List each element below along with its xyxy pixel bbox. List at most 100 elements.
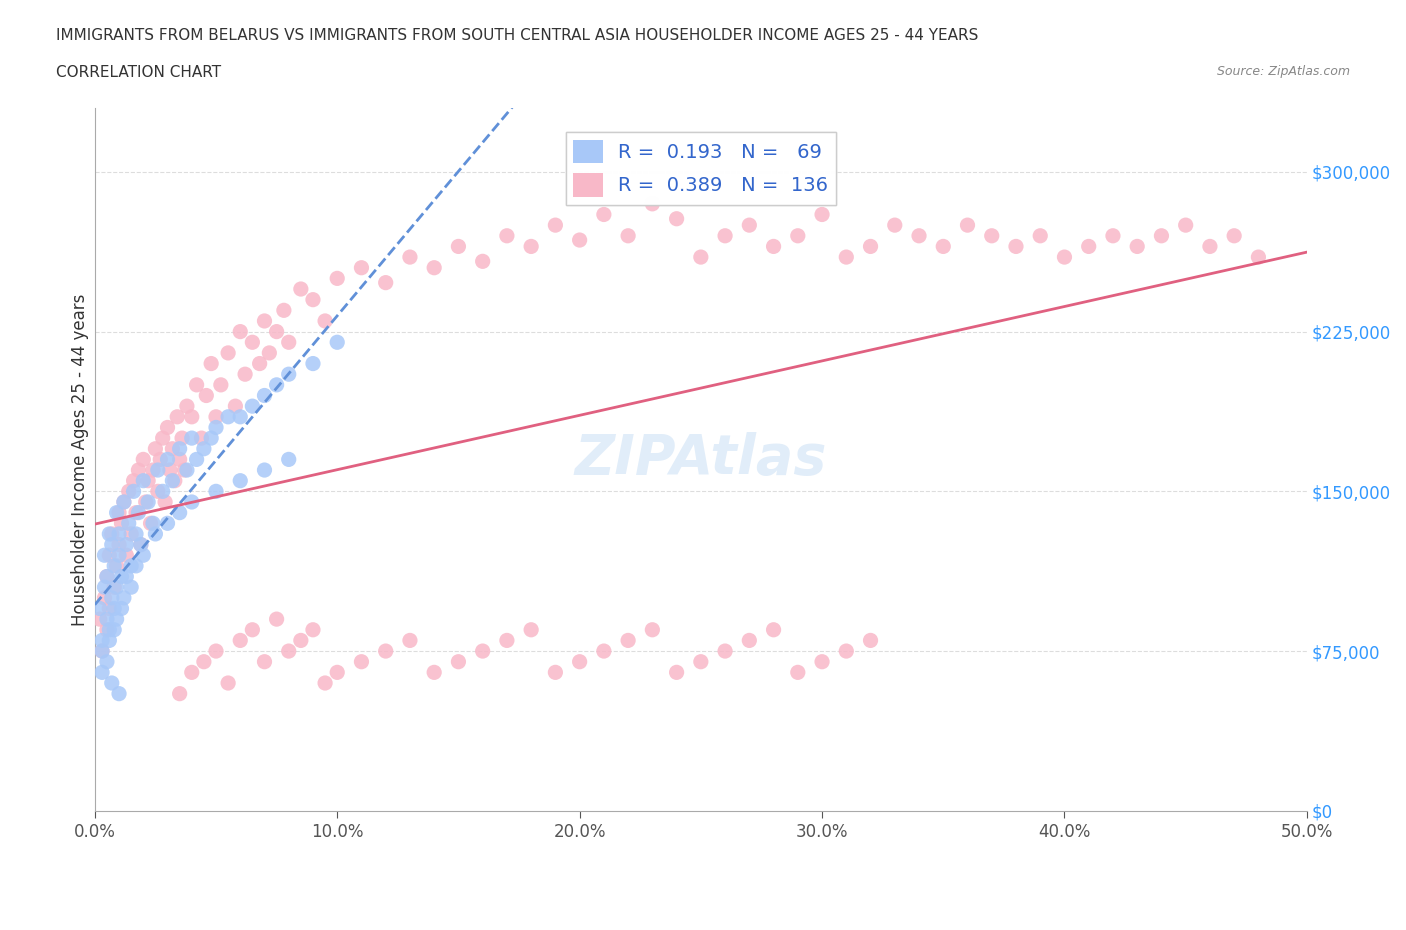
Point <box>1150 229 1173 244</box>
Point <box>103 601 125 616</box>
Point <box>859 633 882 648</box>
Point <box>93 579 115 594</box>
Point <box>98 548 121 563</box>
Point <box>169 442 191 457</box>
Point <box>224 399 246 414</box>
Point <box>253 462 276 477</box>
Point <box>326 665 349 680</box>
Point <box>399 633 422 648</box>
Point <box>423 260 446 275</box>
Point <box>145 526 167 541</box>
Point <box>738 633 761 648</box>
Point <box>105 558 128 573</box>
Point <box>689 655 711 670</box>
Point <box>277 644 299 658</box>
Point <box>266 612 288 627</box>
Point <box>1005 239 1028 254</box>
Point <box>98 601 121 616</box>
Point <box>135 495 157 510</box>
Point <box>665 665 688 680</box>
Point <box>149 452 172 467</box>
Point <box>302 622 325 637</box>
Point <box>91 633 114 648</box>
Point <box>118 516 141 531</box>
Point <box>520 622 543 637</box>
Point <box>96 622 118 637</box>
Point <box>423 665 446 680</box>
Point <box>617 633 640 648</box>
Point <box>1174 218 1197 232</box>
Point <box>110 569 132 584</box>
Point <box>110 516 132 531</box>
Point <box>266 378 288 392</box>
Point <box>326 335 349 350</box>
Point <box>314 313 336 328</box>
Point <box>180 495 202 510</box>
Point <box>91 644 114 658</box>
Point <box>786 665 808 680</box>
Point <box>193 655 215 670</box>
Point <box>139 516 162 531</box>
Point <box>100 591 122 605</box>
Point <box>738 218 761 232</box>
Point <box>162 442 184 457</box>
Point <box>229 473 252 488</box>
Point <box>568 232 591 247</box>
Point <box>249 356 271 371</box>
Point <box>173 462 195 477</box>
Point <box>89 612 111 627</box>
Point <box>811 207 834 222</box>
Point <box>112 495 135 510</box>
Point <box>186 378 208 392</box>
Point <box>859 239 882 254</box>
Point <box>195 388 218 403</box>
Point <box>122 473 145 488</box>
Point <box>1126 239 1149 254</box>
Point <box>91 644 114 658</box>
Point <box>253 313 276 328</box>
Point <box>132 452 155 467</box>
Point <box>125 558 148 573</box>
Point <box>152 484 174 498</box>
Point <box>103 622 125 637</box>
Point <box>200 356 222 371</box>
Text: IMMIGRANTS FROM BELARUS VS IMMIGRANTS FROM SOUTH CENTRAL ASIA HOUSEHOLDER INCOME: IMMIGRANTS FROM BELARUS VS IMMIGRANTS FR… <box>56 28 979 43</box>
Point <box>180 665 202 680</box>
Point <box>399 249 422 264</box>
Point <box>290 282 312 297</box>
Legend: R =  0.193   N =   69, R =  0.389   N =  136: R = 0.193 N = 69, R = 0.389 N = 136 <box>565 132 837 205</box>
Point <box>665 211 688 226</box>
Point <box>136 473 159 488</box>
Point <box>1077 239 1099 254</box>
Point <box>277 366 299 381</box>
Point <box>98 622 121 637</box>
Point <box>152 431 174 445</box>
Point <box>326 271 349 286</box>
Point <box>120 526 142 541</box>
Point <box>122 484 145 498</box>
Text: CORRELATION CHART: CORRELATION CHART <box>56 65 221 80</box>
Point <box>205 484 228 498</box>
Point <box>205 420 228 435</box>
Point <box>153 495 176 510</box>
Point <box>592 207 614 222</box>
Point <box>883 218 905 232</box>
Point <box>240 622 263 637</box>
Point <box>217 675 239 690</box>
Point <box>811 655 834 670</box>
Point <box>714 229 737 244</box>
Point <box>496 229 519 244</box>
Point <box>209 378 232 392</box>
Point <box>100 526 122 541</box>
Point <box>266 325 288 339</box>
Point <box>176 462 198 477</box>
Point <box>132 548 155 563</box>
Point <box>129 538 152 552</box>
Point <box>520 239 543 254</box>
Point <box>956 218 979 232</box>
Point <box>89 601 111 616</box>
Point <box>277 335 299 350</box>
Point <box>112 591 135 605</box>
Point <box>193 442 215 457</box>
Point <box>217 409 239 424</box>
